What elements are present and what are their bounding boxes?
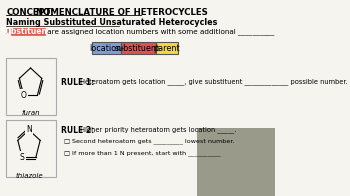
Text: N: N (26, 125, 32, 134)
Bar (197, 128, 275, 196)
Text: □ Second heteroatom gets _________ lowest number.: □ Second heteroatom gets _________ lowes… (64, 138, 235, 144)
Text: Substituents: Substituents (0, 27, 55, 36)
Text: RULE 2:: RULE 2: (61, 126, 94, 135)
Bar (156, 42, 178, 54)
Text: are assigned location numbers with some additional __________: are assigned location numbers with some … (46, 28, 275, 35)
Bar (11, 28, 45, 35)
Text: furan: furan (21, 110, 40, 116)
Bar (6, 29, 10, 34)
Bar (92, 42, 121, 54)
Text: Heteroatom gets location _____, give substituent _____________ possible number.: Heteroatom gets location _____, give sub… (78, 78, 348, 85)
Bar (6, 120, 56, 177)
Text: Naming Substituted Unsaturated Heterocycles: Naming Substituted Unsaturated Heterocyc… (6, 18, 218, 27)
Text: CONCEPT:: CONCEPT: (6, 8, 54, 17)
Bar (121, 42, 156, 54)
Text: parent: parent (154, 44, 180, 53)
Text: thiazole: thiazole (15, 173, 43, 179)
Text: □ If more than 1 N present, start with __________: □ If more than 1 N present, start with _… (64, 150, 221, 156)
Text: RULE 1:: RULE 1: (61, 78, 94, 87)
Text: location-: location- (89, 44, 124, 53)
Text: Higher priority heteroatom gets location _____.: Higher priority heteroatom gets location… (78, 126, 237, 133)
Bar (6, 58, 56, 115)
Text: S: S (20, 153, 25, 162)
Text: NOMENCLATURE OF HETEROCYCLES: NOMENCLATURE OF HETEROCYCLES (33, 8, 208, 17)
Text: O: O (21, 91, 27, 100)
Text: substituent-: substituent- (115, 44, 162, 53)
